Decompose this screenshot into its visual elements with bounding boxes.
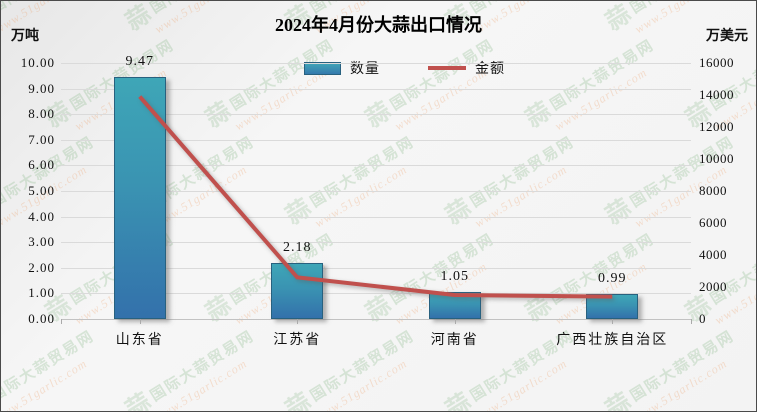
gridline — [61, 88, 691, 90]
watermark-site-url: www.51garlic.com — [552, 65, 650, 134]
x-axis-category-label: 江苏省 — [273, 333, 322, 348]
right-axis-tick-label: 16000 — [699, 55, 734, 70]
watermark-site-url: www.51garlic.com — [152, 356, 250, 412]
garlic-logo-icon: 蒜 — [281, 389, 316, 412]
legend-item-quantity: 数量 — [304, 58, 380, 78]
bar-山东省 — [113, 76, 166, 319]
left-axis-tick-label: 9.00 — [28, 80, 55, 96]
garlic-logo-icon: 蒜 — [521, 292, 556, 328]
garlic-logo-icon: 蒜 — [521, 98, 556, 134]
watermark-site-name: 国际大蒜贸易网 — [707, 231, 757, 308]
right-axis-unit-label: 万美元 — [706, 29, 748, 44]
watermark-site-name: 国际大蒜贸易网 — [547, 37, 658, 114]
garlic-logo-icon: 蒜 — [601, 389, 636, 412]
left-axis-tick-label: 0.00 — [28, 311, 55, 326]
x-axis-category-label: 广西壮族自治区 — [556, 333, 669, 348]
watermark-site-url: www.51garlic.com — [0, 356, 90, 412]
watermark-site-url: www.51garlic.com — [312, 356, 410, 412]
x-axis-tick — [612, 319, 614, 324]
bar-江苏省 — [271, 263, 324, 319]
bar-data-label: 9.47 — [125, 53, 154, 69]
bar-data-label: 1.05 — [440, 269, 469, 285]
left-axis-tick-label: 7.00 — [28, 131, 55, 147]
watermark-site-url: www.51garlic.com — [632, 356, 730, 412]
bar-data-label: 2.18 — [283, 240, 312, 256]
garlic-logo-icon: 蒜 — [441, 195, 476, 231]
garlic-logo-icon: 蒜 — [201, 292, 236, 328]
garlic-logo-icon: 蒜 — [281, 195, 316, 231]
gridline — [61, 63, 691, 64]
line-series-swatch-icon — [428, 66, 466, 70]
bar-data-label: 0.99 — [598, 270, 627, 286]
watermark-site-name: 国际大蒜贸易网 — [627, 134, 738, 211]
garlic-logo-icon: 蒜 — [601, 195, 636, 231]
left-axis-tick-label: 3.00 — [28, 234, 55, 250]
right-axis-tick-label: 2000 — [699, 279, 727, 294]
chart-legend: 数量 金额 — [304, 58, 505, 78]
x-axis-tick — [297, 319, 299, 324]
right-axis-tick-label: 10000 — [699, 151, 734, 166]
left-axis-tick-label: 5.00 — [28, 183, 55, 198]
legend-label-amount: 金额 — [475, 62, 505, 77]
garlic-logo-icon: 蒜 — [121, 389, 156, 412]
left-axis-tick-label: 2.00 — [28, 259, 55, 275]
watermark-site-name: 国际大蒜贸易网 — [307, 134, 418, 211]
garlic-logo-icon: 蒜 — [201, 98, 236, 134]
left-axis-tick-label: 4.00 — [28, 208, 55, 224]
amount-line-path — [138, 95, 613, 299]
watermark-site-url: www.51garlic.com — [472, 356, 570, 412]
left-axis-unit-label: 万吨 — [11, 29, 39, 44]
left-axis-tick-label: 6.00 — [28, 157, 55, 173]
garlic-logo-icon: 蒜 — [361, 292, 396, 328]
bar-河南省 — [428, 292, 481, 319]
garlic-logo-icon: 蒜 — [361, 98, 396, 134]
x-axis-tick — [691, 319, 692, 324]
bar-广西壮族自治区 — [586, 293, 639, 319]
right-axis-tick-label: 4000 — [699, 247, 727, 262]
x-axis-line — [61, 319, 691, 320]
left-axis-tick-label: 1.00 — [28, 285, 55, 301]
right-axis-tick-label: 6000 — [699, 215, 727, 230]
right-axis-tick-label: 8000 — [699, 183, 727, 198]
left-axis-tick-label: 8.00 — [28, 106, 55, 122]
watermark-site-name: 国际大蒜贸易网 — [467, 134, 578, 211]
x-axis-category-label: 山东省 — [115, 333, 164, 348]
right-axis-tick-label: 14000 — [699, 87, 734, 102]
left-axis-tick-label: 10.00 — [20, 55, 55, 70]
bar-series-swatch-icon — [304, 61, 341, 75]
right-axis-tick-label: 0 — [699, 311, 706, 326]
legend-item-amount: 金额 — [428, 58, 505, 78]
x-axis-tick — [454, 319, 456, 324]
right-axis-tick-label: 12000 — [699, 119, 734, 134]
x-axis-category-label: 河南省 — [430, 333, 479, 348]
x-axis-tick — [139, 319, 141, 324]
chart-title: 2024年4月份大蒜出口情况 — [275, 15, 482, 35]
legend-label-quantity: 数量 — [350, 62, 380, 77]
garlic-logo-icon: 蒜 — [441, 389, 476, 412]
x-axis-tick — [61, 319, 62, 324]
